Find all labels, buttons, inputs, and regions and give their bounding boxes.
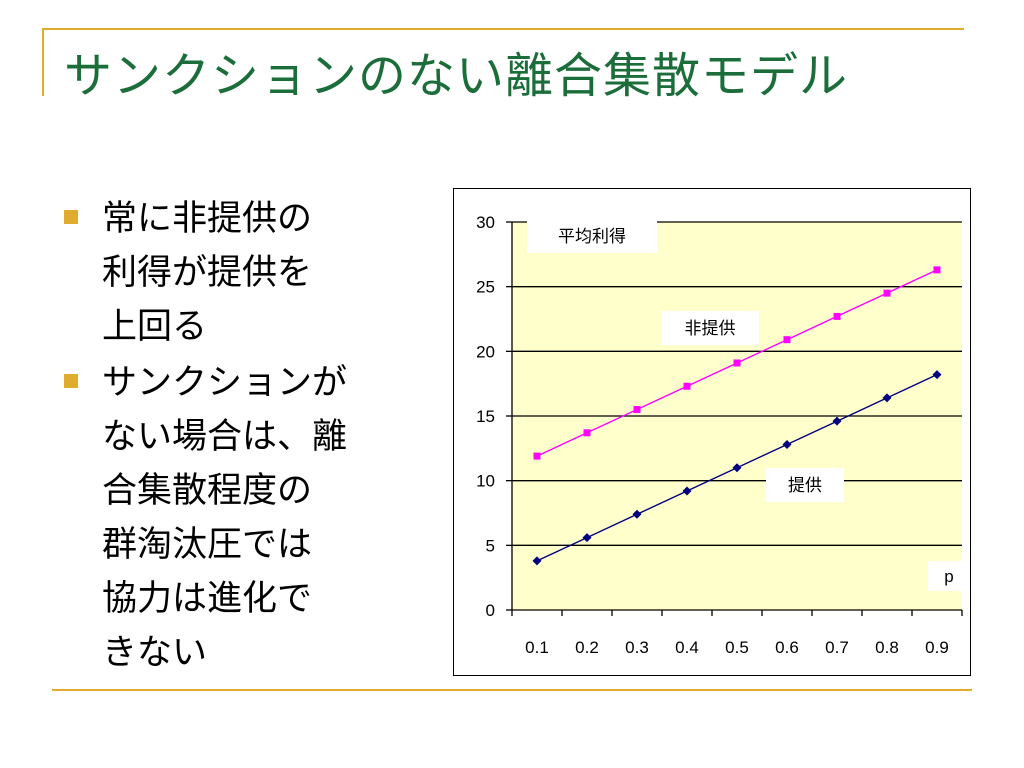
- bullet-square-icon: [64, 210, 78, 224]
- line-chart: 0 5 10 15 20 25 30 0.1 0.2 0.3 0.4 0.5 0.6 0.7 0.8 0.9 平…: [476, 213, 970, 657]
- y-tick-label: 10: [476, 472, 495, 491]
- x-tick-label: 0.9: [925, 638, 949, 657]
- slide-title: サンクションのない離合集散モデル: [64, 48, 849, 104]
- x-tick-label: 0.7: [825, 638, 849, 657]
- data-point: [732, 463, 742, 473]
- y-tick-label: 25: [476, 278, 495, 297]
- series-label-provide-box: [766, 468, 844, 502]
- y-tick-label: 20: [476, 342, 495, 361]
- x-axis-title: p: [944, 567, 953, 586]
- data-point: [583, 429, 591, 437]
- y-tick-label: 0: [486, 601, 495, 620]
- footer-accent-line: [52, 689, 972, 691]
- bullet-item: サンクションが ない場合は、離 合集散程度の 群淘汰圧では 協力は進化で きない: [62, 356, 392, 680]
- x-tick-label: 0.5: [725, 638, 749, 657]
- data-point: [533, 452, 541, 460]
- x-tick-label: 0.2: [575, 638, 599, 657]
- series-label-nonprovide: 非提供: [685, 319, 736, 338]
- x-tick-label: 0.1: [525, 638, 549, 657]
- bullet-text: サンクションが ない場合は、離 合集散程度の 群淘汰圧では 協力は進化で きない: [102, 363, 348, 673]
- series-label-provide: 提供: [788, 476, 822, 495]
- data-point: [733, 359, 741, 367]
- x-tick-label: 0.6: [775, 638, 799, 657]
- data-point: [782, 439, 792, 449]
- title-accent-top-line: [42, 28, 964, 30]
- x-tick-label: 0.8: [875, 638, 899, 657]
- y-axis-title-box: [527, 219, 657, 253]
- bullet-square-icon: [64, 374, 78, 388]
- title-accent-vertical-line: [42, 28, 44, 96]
- data-point: [582, 533, 592, 543]
- data-point: [933, 266, 941, 274]
- data-point: [633, 406, 641, 414]
- data-point: [833, 312, 841, 320]
- x-tick-label: 0.3: [625, 638, 649, 657]
- x-tick-label: 0.4: [675, 638, 699, 657]
- data-point: [783, 336, 791, 344]
- data-point: [932, 370, 942, 380]
- data-point: [882, 393, 892, 403]
- data-point: [832, 416, 842, 426]
- y-tick-label: 30: [476, 213, 495, 232]
- bullet-list: 常に非提供の 利得が提供を 上回る サンクションが ない場合は、離 合集散程度の…: [62, 192, 392, 682]
- chart-frame: 0 5 10 15 20 25 30 0.1 0.2 0.3 0.4 0.5 0.6 0.7 0.8 0.9 平…: [453, 188, 971, 676]
- y-tick-label: 5: [486, 536, 495, 555]
- x-axis-title-box: [928, 561, 970, 591]
- data-point: [532, 556, 542, 566]
- data-point: [883, 289, 891, 297]
- y-axis-title: 平均利得: [558, 227, 626, 246]
- data-point: [683, 382, 691, 390]
- y-tick-label: 15: [476, 407, 495, 426]
- bullet-item: 常に非提供の 利得が提供を 上回る: [62, 192, 392, 354]
- bullet-text: 常に非提供の 利得が提供を 上回る: [102, 199, 313, 347]
- data-point: [632, 509, 642, 519]
- data-point: [682, 486, 692, 496]
- series-label-nonprovide-box: [661, 311, 759, 345]
